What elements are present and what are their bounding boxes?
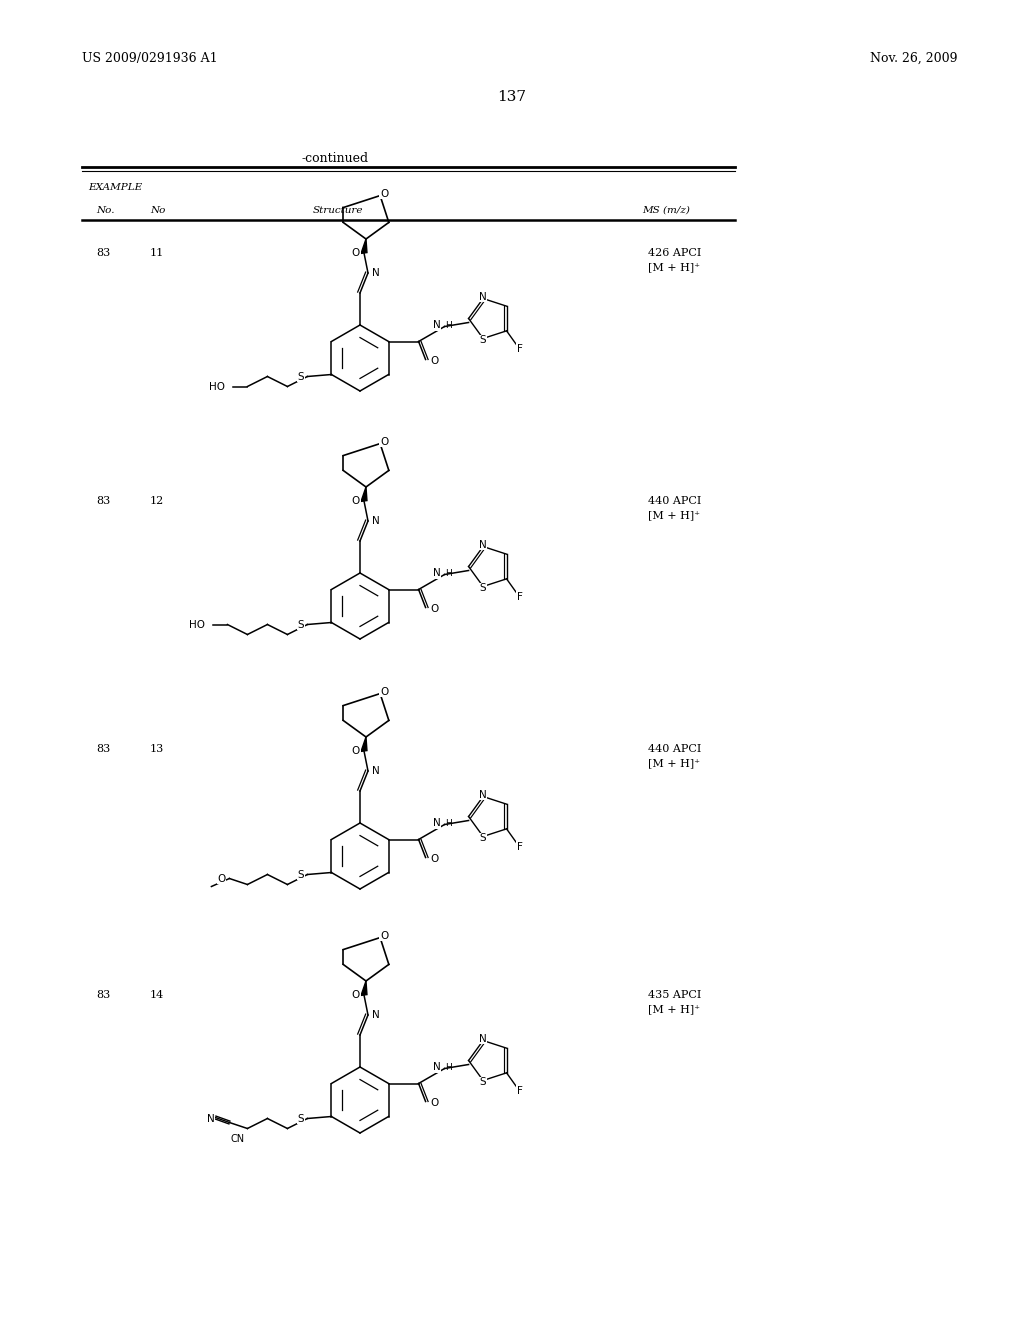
Text: 14: 14 (150, 990, 164, 1001)
Text: S: S (480, 1077, 486, 1088)
Text: N: N (479, 292, 487, 301)
Text: H: H (445, 322, 453, 330)
Text: HO: HO (210, 381, 225, 392)
Text: MS (m/z): MS (m/z) (642, 206, 690, 215)
Text: H: H (445, 1064, 453, 1072)
Text: S: S (480, 833, 486, 843)
Text: 83: 83 (96, 990, 111, 1001)
Text: F: F (517, 343, 522, 354)
Text: No: No (150, 206, 165, 215)
Text: N: N (479, 1034, 487, 1044)
Text: O: O (352, 990, 360, 1001)
Text: S: S (298, 371, 304, 381)
Polygon shape (361, 981, 367, 995)
Text: H: H (445, 820, 453, 829)
Polygon shape (361, 239, 367, 253)
Text: S: S (480, 335, 486, 346)
Text: O: O (430, 605, 438, 615)
Text: O: O (352, 496, 360, 506)
Text: 440 APCI: 440 APCI (648, 744, 701, 754)
Text: 440 APCI: 440 APCI (648, 496, 701, 506)
Text: 12: 12 (150, 496, 164, 506)
Text: EXAMPLE: EXAMPLE (88, 183, 142, 191)
Text: No.: No. (96, 206, 115, 215)
Text: [M + H]⁺: [M + H]⁺ (648, 758, 700, 768)
Text: Nov. 26, 2009: Nov. 26, 2009 (870, 51, 957, 65)
Text: O: O (380, 189, 388, 198)
Text: N: N (372, 1010, 380, 1020)
Text: 83: 83 (96, 496, 111, 506)
Text: N: N (433, 321, 440, 330)
Text: S: S (480, 583, 486, 594)
Text: O: O (380, 437, 388, 446)
Polygon shape (361, 737, 367, 751)
Text: O: O (352, 746, 360, 756)
Text: N: N (479, 789, 487, 800)
Text: N: N (433, 569, 440, 578)
Text: O: O (430, 356, 438, 367)
Text: 435 APCI: 435 APCI (648, 990, 701, 1001)
Text: 11: 11 (150, 248, 164, 257)
Text: N: N (207, 1114, 214, 1125)
Text: US 2009/0291936 A1: US 2009/0291936 A1 (82, 51, 218, 65)
Text: N: N (433, 1063, 440, 1072)
Text: [M + H]⁺: [M + H]⁺ (648, 510, 700, 520)
Text: O: O (380, 686, 388, 697)
Text: -continued: -continued (301, 152, 369, 165)
Text: F: F (517, 1086, 522, 1096)
Text: O: O (352, 248, 360, 257)
Text: [M + H]⁺: [M + H]⁺ (648, 1005, 700, 1014)
Text: 137: 137 (498, 90, 526, 104)
Text: 13: 13 (150, 744, 164, 754)
Text: N: N (479, 540, 487, 549)
Text: [M + H]⁺: [M + H]⁺ (648, 261, 700, 272)
Text: S: S (298, 619, 304, 630)
Polygon shape (361, 487, 367, 502)
Text: F: F (517, 591, 522, 602)
Text: N: N (372, 516, 380, 525)
Text: 83: 83 (96, 248, 111, 257)
Text: N: N (372, 268, 380, 279)
Text: O: O (380, 931, 388, 941)
Text: O: O (430, 1098, 438, 1109)
Text: S: S (298, 870, 304, 879)
Text: H: H (445, 569, 453, 578)
Text: N: N (433, 818, 440, 829)
Text: F: F (517, 842, 522, 851)
Text: Structure: Structure (312, 206, 364, 215)
Text: N: N (372, 766, 380, 776)
Text: O: O (430, 854, 438, 865)
Text: O: O (217, 874, 225, 883)
Text: 83: 83 (96, 744, 111, 754)
Text: CN: CN (230, 1134, 245, 1143)
Text: S: S (298, 1114, 304, 1123)
Text: HO: HO (189, 619, 206, 630)
Text: 426 APCI: 426 APCI (648, 248, 701, 257)
